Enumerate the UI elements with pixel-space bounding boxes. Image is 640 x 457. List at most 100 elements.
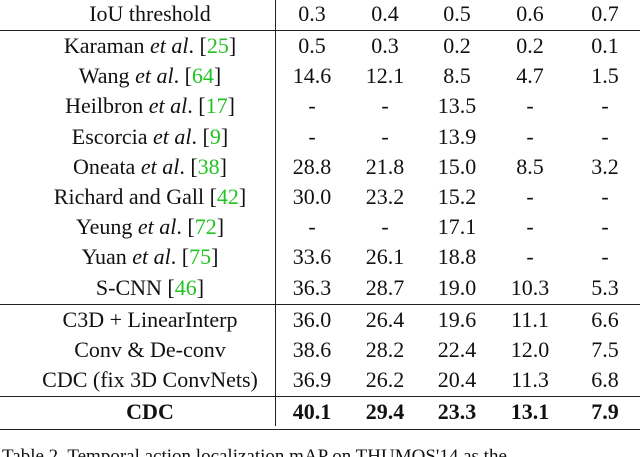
rule	[0, 30, 640, 31]
citation[interactable]: 42	[216, 184, 239, 209]
rule	[0, 303, 640, 305]
value-cell: 23.2	[365, 184, 405, 209]
citation[interactable]: 46	[174, 274, 197, 300]
method-text: ]	[228, 33, 237, 58]
value-cell: 26.1	[365, 244, 405, 270]
value-cell: -	[601, 244, 609, 270]
method-cell: Yeung et al. [72]	[76, 216, 224, 238]
method-cell: Oneata et al. [38]	[73, 153, 227, 179]
method-text: Conv & De-conv	[74, 337, 226, 362]
value-cell: 20.4	[437, 367, 477, 393]
citation[interactable]: 75	[189, 244, 212, 270]
method-text: et al	[148, 93, 188, 119]
value-cell: -	[308, 214, 316, 240]
value-cell: 0.1	[591, 33, 619, 58]
method-text: ]	[213, 63, 222, 89]
method-text: et al	[153, 123, 192, 149]
method-text: ]	[220, 123, 229, 149]
value-cell: -	[308, 93, 316, 119]
method-text: et al	[132, 244, 171, 270]
value-cell: -	[526, 244, 534, 270]
value-cell: 8.5	[443, 63, 471, 89]
citation[interactable]: 72	[194, 214, 217, 240]
method-text: . [	[188, 33, 207, 58]
method-text: et al	[149, 33, 189, 58]
value-cell: 19.0	[437, 274, 477, 300]
value-cell: 3.2	[591, 153, 619, 179]
method-cell: Heilbron et al. [17]	[65, 95, 235, 117]
value-cell: 13.1	[510, 399, 550, 425]
value-cell: 28.8	[292, 153, 332, 179]
value-cell: 8.5	[516, 153, 544, 179]
value-cell: -	[526, 123, 534, 149]
method-cell: Yuan et al. [75]	[82, 246, 219, 268]
method-cell: Conv & De-conv	[74, 339, 226, 361]
method-text: Yeung	[75, 214, 138, 240]
citation[interactable]: 25	[206, 33, 229, 58]
value-cell: -	[601, 123, 609, 149]
method-text: . [	[179, 153, 198, 179]
value-cell: 0.3	[371, 33, 399, 58]
method-text: . [	[191, 123, 210, 149]
value-cell: 12.0	[510, 337, 550, 362]
method-text: ]	[219, 153, 227, 179]
value-cell: 17.1	[437, 214, 477, 240]
value-cell: 15.2	[437, 184, 477, 209]
header-cell: 0.3	[298, 1, 326, 26]
method-text: Escorcia	[71, 123, 154, 149]
value-cell: 33.6	[292, 244, 332, 270]
method-text: . [	[176, 214, 195, 240]
value-cell: 26.2	[365, 367, 405, 393]
method-text: Yuan	[81, 244, 133, 270]
method-text: . [	[173, 63, 192, 89]
value-cell: 30.0	[292, 184, 332, 209]
method-cell: Karaman et al. [25]	[64, 35, 236, 57]
value-cell: -	[381, 123, 389, 149]
header-cell: 0.5	[443, 1, 471, 26]
value-cell: 38.6	[292, 337, 332, 362]
method-text: ]	[196, 274, 205, 300]
value-cell: 12.1	[365, 63, 405, 89]
method-text: . [	[187, 93, 206, 119]
caption: Table 2. Temporal action localization mA…	[2, 446, 507, 457]
value-cell: 18.8	[437, 244, 477, 270]
value-cell: 28.7	[365, 274, 405, 300]
citation[interactable]: 17	[205, 93, 228, 119]
value-cell: 6.8	[591, 367, 619, 393]
method-text: ]	[211, 244, 219, 270]
value-cell: 23.3	[437, 399, 477, 425]
value-cell: 0.2	[516, 33, 544, 58]
value-cell: 13.5	[437, 93, 477, 119]
method-text: ]	[238, 184, 247, 209]
header-cell: 0.4	[371, 1, 399, 26]
citation[interactable]: 64	[191, 63, 214, 89]
citation[interactable]: 9	[209, 123, 221, 149]
value-cell: 14.6	[292, 63, 332, 89]
value-cell: -	[601, 214, 609, 240]
method-text: C3D + LinearInterp	[62, 306, 238, 332]
method-text: Heilbron	[65, 93, 149, 119]
value-cell: -	[381, 93, 389, 119]
method-cell: S-CNN [46]	[96, 274, 205, 300]
value-cell: -	[381, 214, 389, 240]
value-cell: -	[526, 214, 534, 240]
value-cell: -	[526, 184, 534, 209]
column-divider	[275, 0, 276, 426]
rule	[0, 396, 640, 398]
value-cell: 22.4	[437, 337, 477, 362]
method-text: CDC (fix 3D ConvNets)	[42, 367, 258, 393]
value-cell: -	[601, 184, 609, 209]
value-cell: 1.5	[591, 63, 619, 89]
value-cell: 26.4	[365, 306, 405, 332]
method-text: Karaman	[63, 33, 150, 58]
method-cell: CDC	[126, 401, 174, 423]
citation[interactable]: 38	[197, 153, 220, 179]
value-cell: 19.6	[437, 306, 477, 332]
value-cell: 10.3	[510, 274, 550, 300]
method-text: et al	[140, 153, 180, 179]
method-text: CDC	[126, 399, 174, 425]
method-cell: C3D + LinearInterp	[62, 306, 238, 332]
value-cell: 13.9	[437, 123, 477, 149]
value-cell: 21.8	[365, 153, 405, 179]
header-cell: 0.6	[516, 1, 544, 26]
